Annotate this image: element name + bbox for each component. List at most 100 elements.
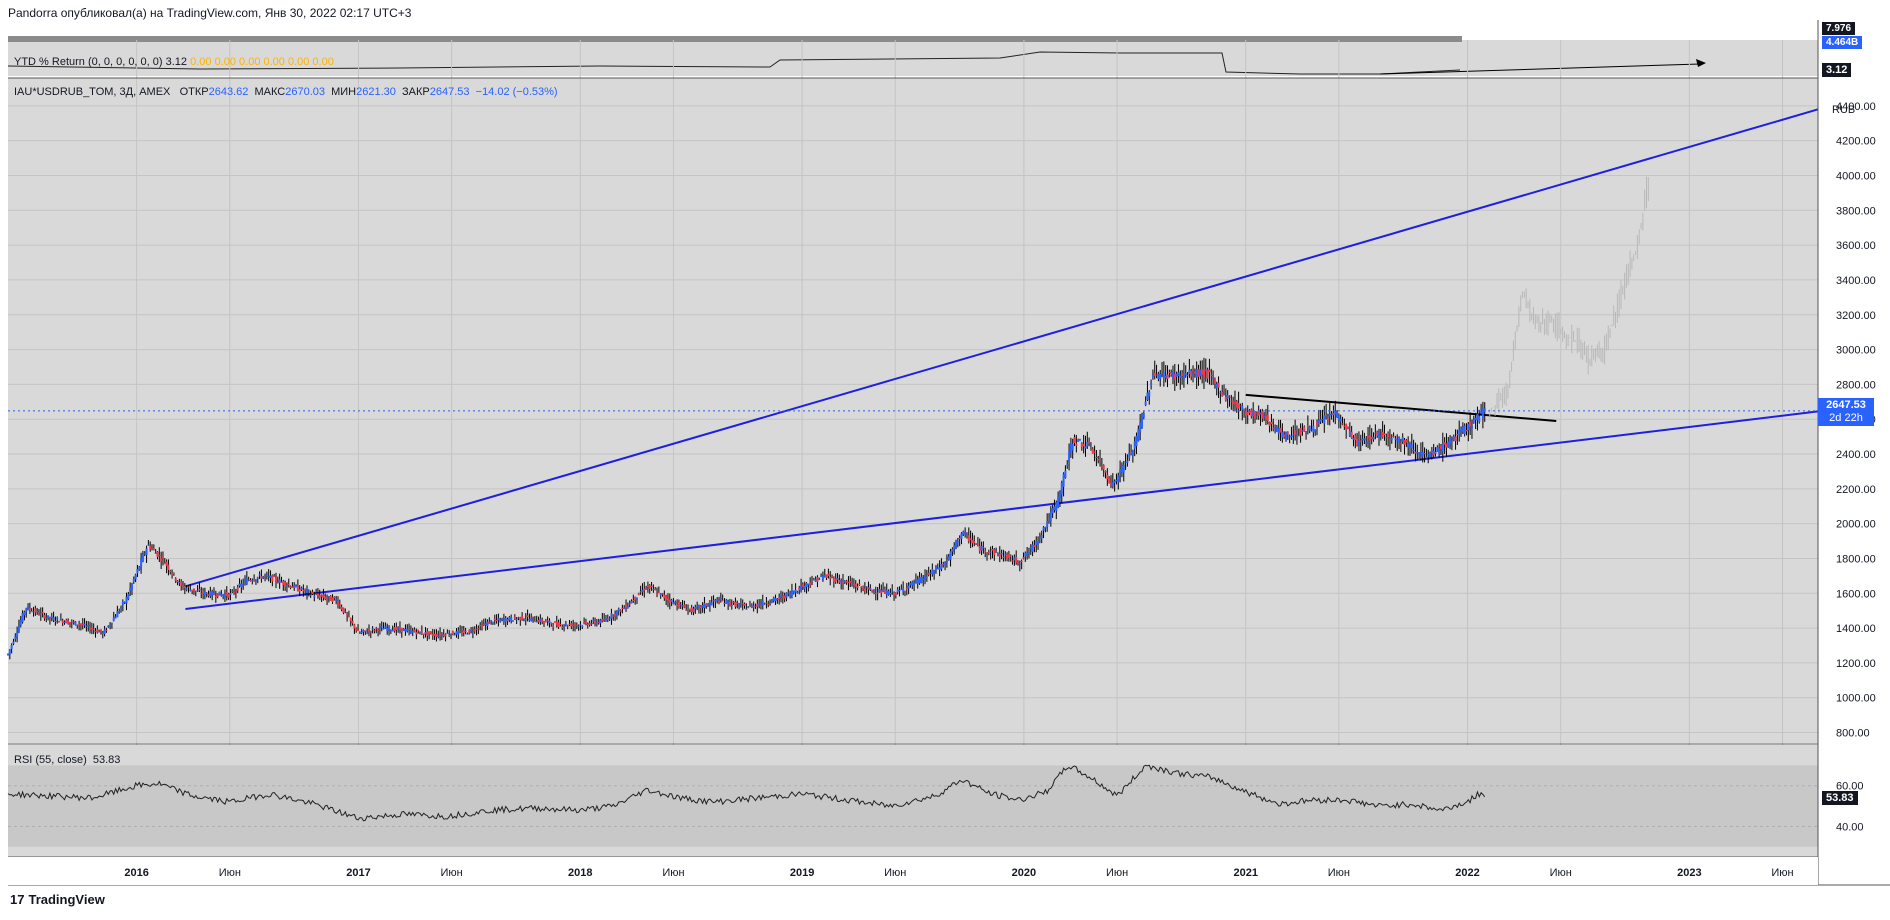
y-tick-label: 3600.00 [1836, 240, 1876, 252]
tradingview-brand[interactable]: 17 TradingView [10, 892, 105, 907]
candle-body [1201, 369, 1204, 375]
candle-body [707, 604, 710, 607]
candle-body [1261, 411, 1264, 419]
candle-body [1135, 435, 1138, 447]
candle-body [460, 631, 463, 634]
candle-body [741, 603, 744, 605]
candle-body [1425, 456, 1428, 458]
candle-body [840, 580, 843, 584]
candle-body [298, 589, 301, 592]
candle-body [617, 608, 620, 612]
candle-body [187, 586, 190, 588]
candle-body [1469, 421, 1472, 427]
candle-body [934, 566, 937, 570]
candle-body [761, 600, 764, 606]
candle-body [1250, 409, 1253, 417]
candle-body [318, 595, 321, 599]
candle-body [1232, 400, 1235, 405]
trendline-lower [185, 410, 1819, 610]
candle-body [1277, 428, 1280, 434]
candle-body [340, 606, 343, 610]
ytd-badge-value: 3.12 [1826, 64, 1848, 76]
candle-body [931, 569, 934, 575]
candle-body [780, 596, 783, 598]
candle-body [1301, 430, 1304, 432]
candle-body [1370, 437, 1373, 440]
candle-body [1100, 466, 1103, 468]
y-tick-label: 1400.00 [1836, 623, 1876, 635]
candle-body [1078, 439, 1081, 441]
candle-body [1086, 442, 1089, 447]
candle-body [1308, 426, 1311, 431]
candle-body [867, 587, 870, 590]
candle-body [734, 601, 737, 607]
candle-body [615, 610, 618, 616]
candle-body [512, 620, 515, 622]
candle-body [120, 607, 123, 609]
candle-body [103, 629, 106, 635]
candle-body [249, 579, 252, 581]
candle-body [156, 551, 159, 557]
candle-body [1055, 502, 1058, 512]
candle-body [544, 620, 547, 623]
candle-body [1460, 428, 1463, 431]
candle-body [384, 626, 387, 629]
candle-body [637, 592, 640, 595]
candle-body [1139, 422, 1142, 433]
candle-body [121, 601, 124, 605]
candle-body [466, 633, 469, 635]
candle-body [1467, 423, 1470, 431]
candle-body [807, 584, 810, 586]
candle-body [382, 628, 385, 630]
candle-body [925, 576, 928, 578]
candle-body [311, 591, 314, 594]
candle-body [486, 621, 489, 626]
candle-body [889, 592, 892, 595]
candle-body [280, 581, 283, 583]
candle-body [1390, 438, 1393, 441]
candle-body [885, 589, 888, 595]
candle-body [996, 553, 999, 555]
candle-body [79, 624, 82, 626]
candle-body [814, 579, 817, 582]
volume-strip [8, 36, 1462, 42]
candle-body [1450, 441, 1453, 443]
candle-body [338, 604, 341, 606]
candle-body [1026, 553, 1029, 556]
candle-body [1113, 481, 1116, 483]
candle-body [200, 593, 203, 595]
close-value: 2647.53 [429, 86, 470, 98]
volume-badge: 7.976 [1822, 22, 1856, 35]
candle-body [557, 622, 560, 628]
y-tick-label: 3400.00 [1836, 275, 1876, 287]
candle-body [152, 548, 155, 550]
y-tick-label: 3200.00 [1836, 310, 1876, 322]
candle-body [1419, 451, 1422, 455]
candle-body [714, 599, 717, 602]
candle-body [1480, 411, 1483, 414]
ytd-legend[interactable]: YTD % Return (0, 0, 0, 0, 0, 0) 3.12 0.0… [14, 56, 334, 68]
candle-body [213, 593, 216, 595]
candle-body [1226, 395, 1229, 399]
candle-body [967, 535, 970, 542]
candle-body [70, 621, 73, 623]
candle-body [697, 605, 700, 608]
candle-body [980, 545, 983, 551]
candle-body [293, 584, 296, 589]
candle-body [52, 617, 55, 621]
candle-body [1193, 371, 1196, 374]
candle-body [313, 596, 316, 598]
candle-body [41, 612, 44, 614]
candle-body [291, 586, 294, 588]
candle-body [435, 633, 438, 637]
ytd-arrow-head [1696, 59, 1706, 67]
candle-body [1405, 440, 1408, 443]
candle-body [1483, 408, 1486, 413]
main-legend[interactable]: IAU*USDRUB_TOM, 3Д, AMEX ОТКР2643.62 МАК… [14, 86, 558, 98]
candle-body [1017, 561, 1020, 564]
candle-body [1275, 427, 1278, 432]
candle-body [929, 572, 932, 574]
candle-body [1346, 426, 1349, 429]
rsi-legend[interactable]: RSI (55, close) 53.83 [14, 754, 120, 766]
